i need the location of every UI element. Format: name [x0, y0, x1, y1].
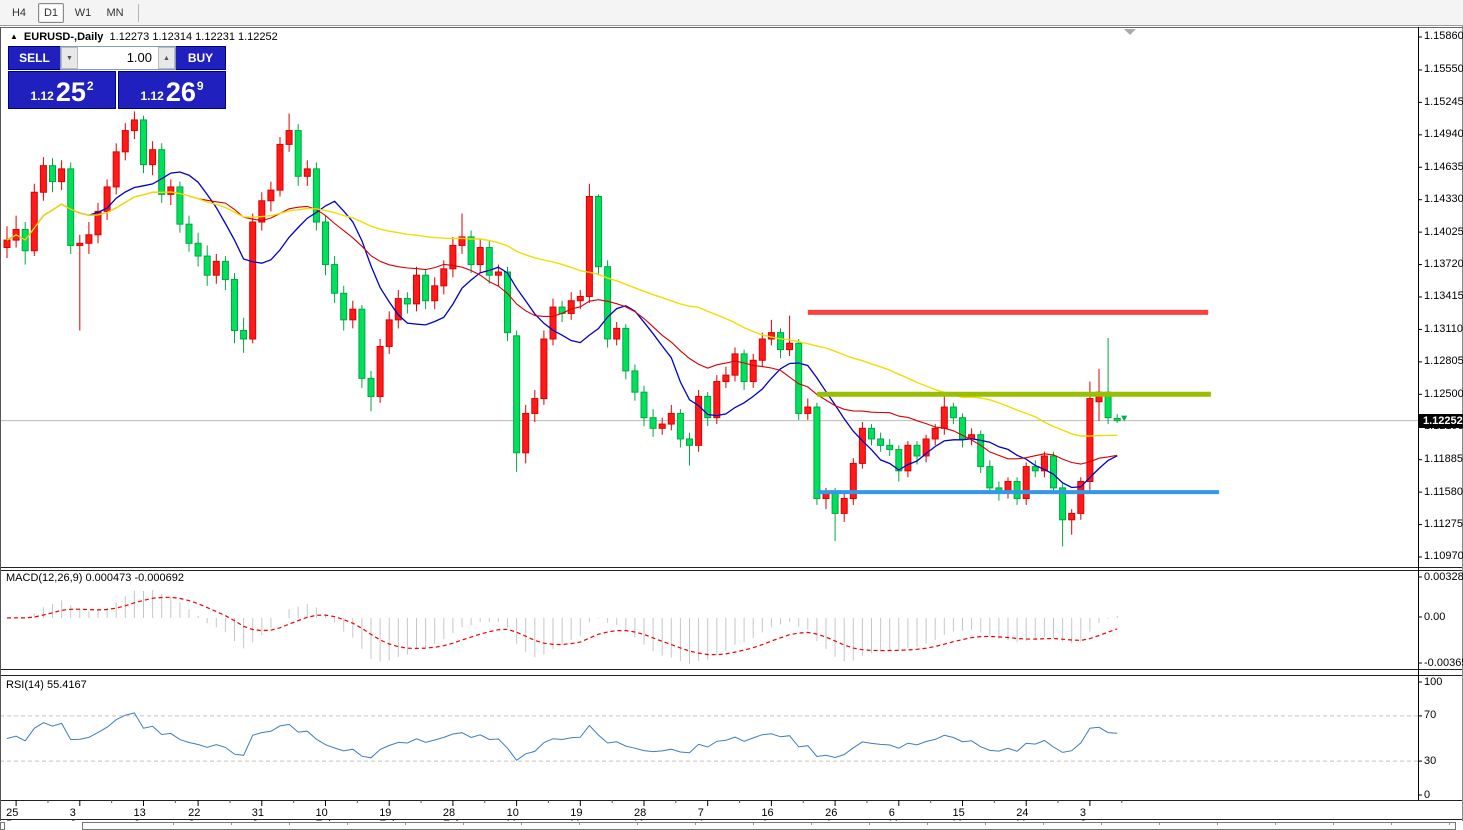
price-axis-label: 1.12805 [1424, 355, 1463, 368]
sell-price-prefix: 1.12 [30, 89, 54, 103]
rsi-axis-label: 0 [1424, 788, 1431, 801]
timeframe-button-d1[interactable]: D1 [38, 2, 64, 23]
macd-title: MACD(12,26,9) [6, 572, 83, 584]
macd-axis-label: 0.003287 [1424, 570, 1463, 583]
rsi-axis-label: 30 [1424, 754, 1437, 767]
scroll-track-tick [869, 823, 870, 825]
scroll-track-tick [1043, 823, 1044, 825]
scroll-track-tick [695, 823, 696, 825]
ohlc-close: 1.12252 [238, 31, 278, 43]
price-axis-label: 1.15245 [1424, 95, 1463, 108]
bottom-scroll-track[interactable] [82, 822, 1456, 830]
rsi-axis-label: 70 [1424, 709, 1437, 722]
scroll-track-tick [1333, 823, 1334, 825]
scroll-track-tick [173, 823, 174, 825]
bottom-strip [0, 821, 1463, 830]
sell-price-superscript: 2 [86, 79, 94, 93]
sell-button[interactable]: SELL [8, 46, 60, 70]
timeframe-toolbar: H4 D1 W1 MN [0, 0, 1463, 26]
scroll-track-tick [1217, 823, 1218, 825]
timeframe-button-h4[interactable]: H4 [11, 6, 27, 19]
scroll-track-tick [753, 823, 754, 825]
buy-button[interactable]: BUY [176, 46, 226, 70]
scroll-track-tick [1159, 823, 1160, 825]
one-click-trading-panel: SELL ▼ 1.00 ▲ BUY 1.12 25 2 1.12 26 9 [8, 46, 226, 109]
scroll-track-tick [811, 823, 812, 825]
price-axis-label: 1.14330 [1424, 193, 1463, 206]
rsi-title: RSI(14) [6, 679, 44, 691]
price-axis-label: 1.10970 [1424, 550, 1463, 563]
timeframe-button-w1[interactable]: W1 [74, 6, 92, 19]
price-axis-label: 1.14025 [1424, 225, 1463, 238]
scroll-track-tick [985, 823, 986, 825]
rsi-label: RSI(14) 55.4167 [6, 679, 87, 691]
price-axis-label: 1.13110 [1424, 322, 1463, 335]
price-axis-label: 1.15550 [1424, 63, 1463, 76]
buy-price-display[interactable]: 1.12 26 9 [118, 71, 226, 109]
scroll-track-tick [1101, 823, 1102, 825]
volume-increase-icon[interactable]: ▲ [158, 47, 175, 69]
rsi-axis-label: 100 [1424, 675, 1443, 688]
bottom-strip-box [0, 822, 5, 830]
scroll-track-tick [231, 823, 232, 825]
scroll-track-tick [927, 823, 928, 825]
volume-spinner: ▼ 1.00 ▲ [60, 46, 176, 70]
macd-axis-label: -0.003659 [1424, 656, 1463, 669]
price-axis-label: 1.11275 [1424, 518, 1463, 531]
macd-axis-label: 0.00 [1424, 610, 1446, 623]
timeframe-buttons: H4 D1 W1 MN [0, 2, 128, 23]
ohlc-high: 1.12314 [152, 31, 193, 43]
rsi-value: 55.4167 [46, 679, 87, 691]
scroll-track-tick [521, 823, 522, 825]
chart-title: ▲ EURUSD-,Daily 1.12273 1.12314 1.12231 1… [10, 31, 278, 43]
scroll-track-tick [463, 823, 464, 825]
symbol-timeframe-label: EURUSD-,Daily [23, 31, 104, 43]
ohlc-low: 1.12231 [195, 31, 235, 43]
buy-price-superscript: 9 [196, 79, 204, 93]
price-axis-label: 1.15860 [1424, 30, 1463, 43]
scroll-track-tick [1391, 823, 1392, 825]
sell-price-big: 25 [55, 77, 86, 107]
scroll-track-tick [347, 823, 348, 825]
price-axis-label: 1.13415 [1424, 290, 1463, 303]
scroll-track-tick [1275, 823, 1276, 825]
scroll-track-tick [1449, 823, 1450, 825]
price-axis-label: 1.13720 [1424, 258, 1463, 271]
macd-signal-value: -0.000692 [134, 572, 184, 584]
scroll-track-tick [405, 823, 406, 825]
scroll-track-tick [289, 823, 290, 825]
price-axis-label: 1.11885 [1424, 453, 1463, 466]
scroll-track-tick [637, 823, 638, 825]
price-axis-label: 1.11580 [1424, 485, 1463, 498]
volume-decrease-icon[interactable]: ▼ [61, 47, 78, 69]
buy-price-big: 26 [165, 77, 196, 107]
price-axis-label: 1.14940 [1424, 128, 1463, 141]
ohlc-open: 1.12273 [109, 31, 150, 43]
volume-input[interactable]: 1.00 [126, 50, 152, 65]
current-price-tag: 1.12252 [1419, 413, 1463, 428]
timeframe-button-mn[interactable]: MN [106, 6, 124, 19]
sell-price-display[interactable]: 1.12 25 2 [8, 71, 116, 109]
macd-label: MACD(12,26,9) 0.000473 -0.000692 [6, 572, 184, 584]
toolbar-separator [138, 3, 139, 22]
scroll-track-tick [579, 823, 580, 825]
price-axis-label: 1.12500 [1424, 387, 1463, 400]
macd-main-value: 0.000473 [85, 572, 132, 584]
collapse-trade-panel-icon[interactable]: ▲ [10, 32, 18, 41]
price-axis-label: 1.14635 [1424, 160, 1463, 173]
buy-price-prefix: 1.12 [140, 89, 164, 103]
